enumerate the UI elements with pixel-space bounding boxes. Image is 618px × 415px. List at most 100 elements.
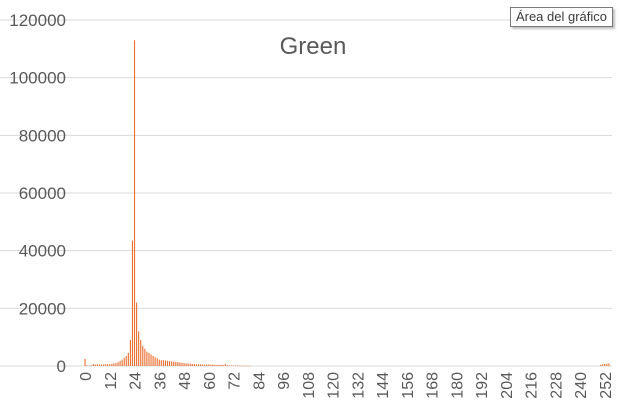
bar-56 xyxy=(199,364,202,366)
bar-41 xyxy=(169,361,171,366)
x-tick-label: 60 xyxy=(202,372,219,390)
x-tick-label: 96 xyxy=(276,372,293,390)
bar-66 xyxy=(220,364,222,366)
x-tick-label: 228 xyxy=(548,372,565,399)
bar-47 xyxy=(181,362,183,366)
x-tick-label: 204 xyxy=(499,372,516,399)
bar-254 xyxy=(608,363,610,366)
bar-54 xyxy=(195,364,197,366)
x-tick-label: 84 xyxy=(251,372,268,390)
y-tick-label: 0 xyxy=(57,357,66,376)
bar-46 xyxy=(179,362,181,366)
bar-26 xyxy=(138,331,140,366)
y-tick-label: 120000 xyxy=(9,11,66,30)
bar-39 xyxy=(164,360,167,366)
x-tick-label: 36 xyxy=(152,372,169,390)
bar-57 xyxy=(202,364,204,366)
bar-23 xyxy=(131,240,134,366)
x-tick-label: 216 xyxy=(524,372,541,399)
bar-45 xyxy=(177,362,179,366)
bar-42 xyxy=(171,361,173,366)
bar-4 xyxy=(92,363,94,366)
bar-1 xyxy=(86,365,88,366)
bar-43 xyxy=(173,361,175,366)
bar-68 xyxy=(224,363,226,366)
bar-80 xyxy=(249,365,251,367)
bar-15 xyxy=(115,363,117,366)
bar-3 xyxy=(90,365,92,366)
bar-53 xyxy=(193,363,195,366)
bar-19 xyxy=(123,357,125,366)
bar-67 xyxy=(222,364,224,366)
bar-71 xyxy=(230,365,233,366)
bar-20 xyxy=(125,355,127,366)
bar-12 xyxy=(109,364,111,366)
x-tick-labels: 0 12 24 36 48 60 72 84 96 108 120 132 144 156 168 180 19… xyxy=(78,372,615,399)
bar-14 xyxy=(113,363,115,366)
bar-9 xyxy=(103,364,105,366)
y-tick-label: 80000 xyxy=(19,126,66,145)
y-tick-label: 60000 xyxy=(19,184,66,203)
bar-6 xyxy=(96,364,98,366)
x-tick-label: 180 xyxy=(449,372,466,399)
bar-64 xyxy=(216,364,218,366)
x-tick-label: 108 xyxy=(301,372,318,399)
bar-50 xyxy=(187,363,189,366)
bar-24 xyxy=(133,40,136,367)
bar-69 xyxy=(226,365,228,366)
x-tick-label: 132 xyxy=(350,372,367,399)
bar-79 xyxy=(247,365,249,367)
x-tick-label: 156 xyxy=(400,372,417,399)
bars xyxy=(84,40,610,367)
bar-0 xyxy=(84,358,86,366)
bar-33 xyxy=(152,355,154,366)
bar-76 xyxy=(241,365,243,367)
bar-32 xyxy=(150,354,152,366)
bar-77 xyxy=(243,365,245,367)
x-tick-label: 24 xyxy=(128,372,145,390)
bar-61 xyxy=(210,364,212,366)
bar-49 xyxy=(185,363,187,366)
bar-30 xyxy=(146,351,148,366)
bar-48 xyxy=(183,363,185,366)
bar-55 xyxy=(197,364,200,366)
bar-31 xyxy=(148,353,150,366)
bar-35 xyxy=(156,358,158,366)
bar-7 xyxy=(98,364,101,366)
bar-65 xyxy=(218,364,220,366)
bar-37 xyxy=(160,360,162,366)
bar-250 xyxy=(600,364,602,366)
bar-17 xyxy=(119,361,121,366)
bar-74 xyxy=(237,365,239,367)
x-tick-label: 240 xyxy=(573,372,590,399)
bar-252 xyxy=(604,363,606,366)
bar-58 xyxy=(204,364,206,366)
bar-73 xyxy=(235,365,237,367)
bar-18 xyxy=(121,359,123,366)
bar-63 xyxy=(214,364,216,366)
x-tick-label: 0 xyxy=(78,372,95,381)
bar-13 xyxy=(111,363,113,366)
bar-62 xyxy=(212,364,214,366)
bar-2 xyxy=(88,365,90,367)
bar-27 xyxy=(140,340,142,366)
bar-70 xyxy=(228,365,230,366)
bar-40 xyxy=(166,360,169,366)
x-tick-label: 120 xyxy=(326,372,343,399)
bar-22 xyxy=(129,340,131,366)
chart-area-tooltip: Área del gráfico xyxy=(509,7,613,27)
bar-36 xyxy=(158,359,160,366)
chart-title: Green xyxy=(280,33,347,60)
bar-21 xyxy=(127,353,129,366)
bar-251 xyxy=(602,364,604,366)
x-tick-label: 192 xyxy=(474,372,491,399)
bar-59 xyxy=(206,364,208,366)
y-tick-labels: 0 20000 40000 60000 80000 100000 120000 xyxy=(9,11,66,376)
bar-8 xyxy=(100,364,103,366)
bar-72 xyxy=(232,365,235,367)
bar-25 xyxy=(136,302,138,366)
x-tick-label: 12 xyxy=(103,372,120,390)
y-tick-label: 40000 xyxy=(19,242,66,261)
